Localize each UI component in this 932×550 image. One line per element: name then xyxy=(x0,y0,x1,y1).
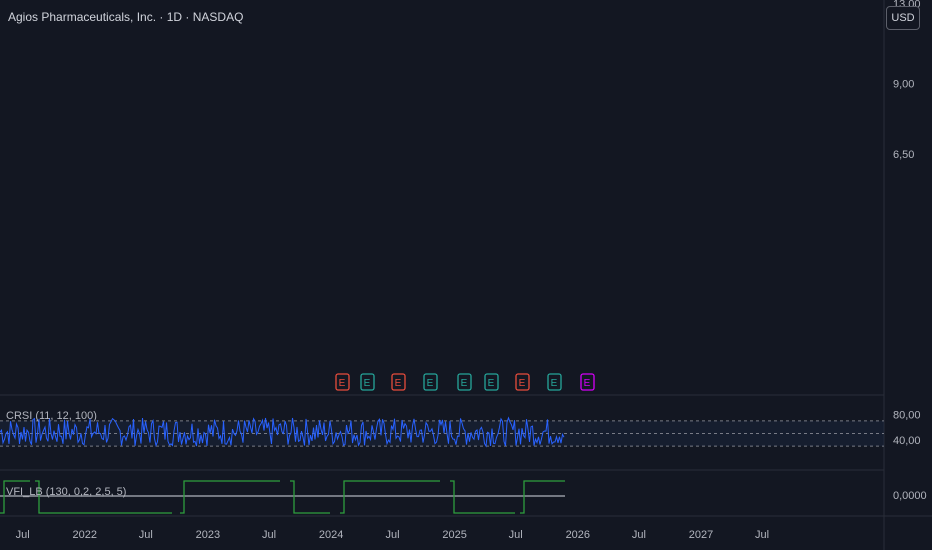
x-tick-label: Jul xyxy=(16,529,30,541)
x-tick-label: Jul xyxy=(632,529,646,541)
earnings-marker-label: E xyxy=(584,378,591,389)
earnings-marker-label: E xyxy=(551,378,558,389)
y-tick-label: 9,00 xyxy=(893,78,914,90)
earnings-marker-label: E xyxy=(488,378,495,389)
earnings-marker-icon xyxy=(335,373,350,391)
indicator-tick-label: 0,0000 xyxy=(893,490,927,502)
earnings-marker-icon xyxy=(580,373,595,391)
earnings-marker-icon xyxy=(484,373,499,391)
currency-button[interactable]: USD xyxy=(886,6,920,30)
x-tick-label: 2025 xyxy=(442,529,466,541)
earnings-marker-label: E xyxy=(461,378,468,389)
x-tick-label: 2027 xyxy=(689,529,713,541)
x-tick-label: Jul xyxy=(262,529,276,541)
vfi-legend: VFI_LB (130, 0,2, 2,5, 5) xyxy=(6,486,126,498)
vfi-line xyxy=(0,480,565,514)
earnings-marker-icon xyxy=(547,373,562,391)
earnings-marker-label: E xyxy=(519,378,526,389)
x-tick-label: Jul xyxy=(755,529,769,541)
earnings-marker-icon xyxy=(360,373,375,391)
indicator-tick-label: 40,00 xyxy=(893,435,921,447)
earnings-marker-label: E xyxy=(395,378,402,389)
earnings-marker-label: E xyxy=(339,378,346,389)
earnings-marker-label: E xyxy=(427,378,434,389)
indicator-tick-label: 80,00 xyxy=(893,410,921,422)
x-tick-label: 2023 xyxy=(196,529,220,541)
earnings-marker-icon xyxy=(515,373,530,391)
crsi-band xyxy=(0,420,884,447)
y-tick-label: 6,50 xyxy=(893,149,914,161)
earnings-marker-icon xyxy=(457,373,472,391)
x-tick-label: Jul xyxy=(385,529,399,541)
earnings-marker-label: E xyxy=(364,378,371,389)
x-tick-label: 2024 xyxy=(319,529,343,541)
chart-title: Agios Pharmaceuticals, Inc. · 1D · NASDA… xyxy=(8,10,244,24)
x-tick-label: Jul xyxy=(139,529,153,541)
y-tick-label: 13,00 xyxy=(893,0,921,11)
x-tick-label: 2026 xyxy=(566,529,590,541)
crsi-line xyxy=(0,416,565,448)
crsi-legend: CRSI (11, 12, 100) xyxy=(6,410,97,422)
earnings-marker-icon xyxy=(423,373,438,391)
earnings-marker-icon xyxy=(391,373,406,391)
x-tick-label: Jul xyxy=(509,529,523,541)
x-tick-label: 2022 xyxy=(72,529,96,541)
